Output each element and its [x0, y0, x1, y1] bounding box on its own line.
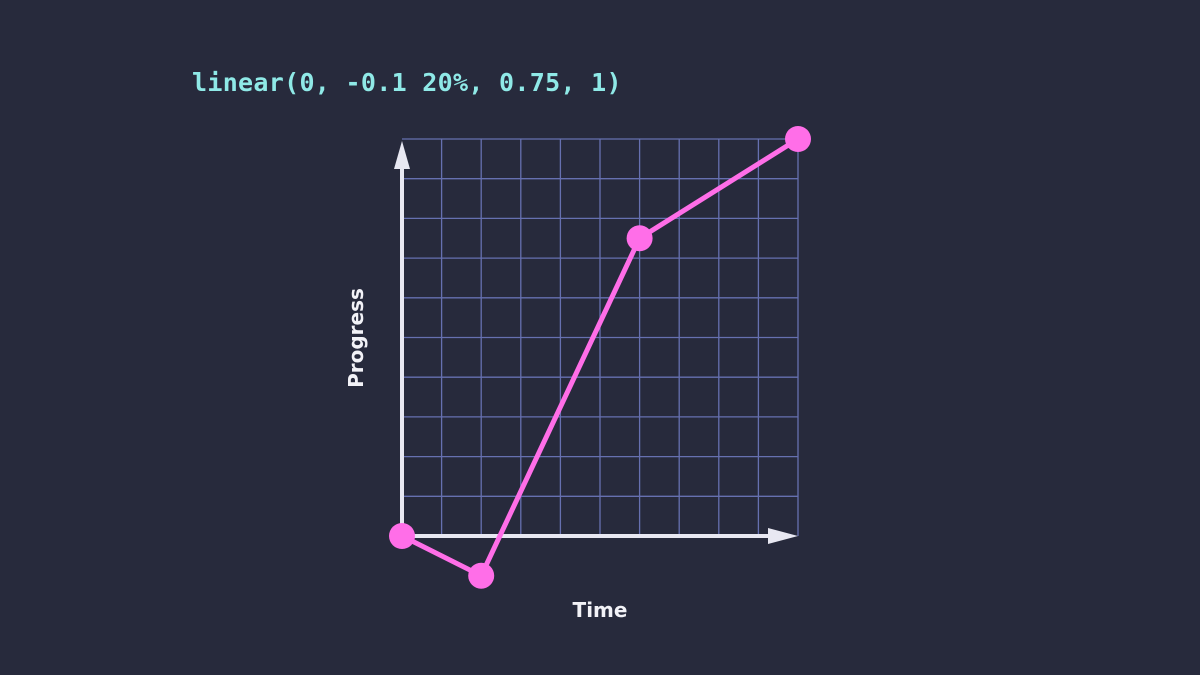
data-point [468, 562, 495, 589]
axes [394, 141, 798, 544]
data-point [785, 126, 811, 152]
progress-series [389, 126, 811, 589]
series-line [400, 136, 800, 579]
x-axis-arrow-icon [768, 528, 798, 544]
y-axis-label: Progress [344, 288, 368, 388]
easing-function-code: linear(0, -0.1 20%, 0.75, 1) [192, 68, 622, 97]
data-point [389, 523, 415, 549]
y-axis-arrow-icon [394, 141, 410, 169]
grid [402, 138, 799, 536]
data-point [626, 225, 653, 252]
x-axis-label: Time [573, 598, 628, 622]
